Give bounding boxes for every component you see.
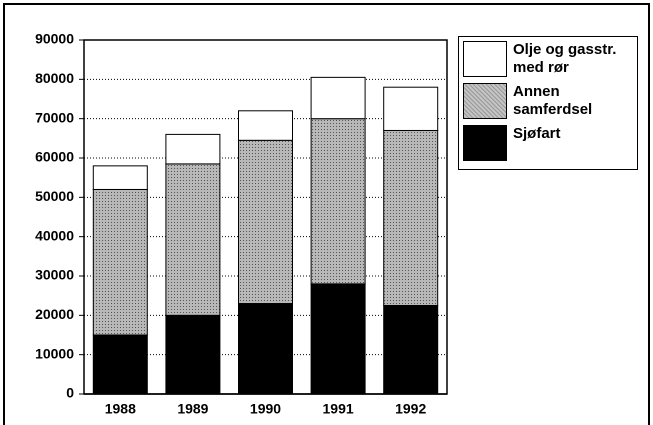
- bar-segment: [238, 139, 293, 305]
- y-tick-label: 60000: [35, 149, 74, 165]
- y-tick-label: 90000: [35, 31, 74, 47]
- bar-segment: [165, 163, 221, 316]
- y-tick-label: 80000: [35, 70, 74, 86]
- legend-swatch: [463, 125, 507, 161]
- y-tick-label: 40000: [35, 227, 74, 243]
- bar-segment: [383, 86, 439, 131]
- x-tick-label: 1990: [250, 401, 281, 417]
- y-tick-label: 70000: [35, 109, 74, 125]
- legend-item: Olje og gasstr. med rør: [463, 41, 633, 77]
- legend: Olje og gasstr. med rør Annen samferdsel S…: [458, 36, 638, 170]
- y-tick-label: 20000: [35, 306, 74, 322]
- bar-segment: [238, 110, 293, 141]
- y-tick-label: 0: [66, 385, 74, 401]
- legend-swatch: [463, 83, 507, 119]
- bar-segment: [165, 314, 221, 395]
- legend-item: Sjøfart: [463, 125, 633, 161]
- bar-segment: [238, 303, 293, 395]
- legend-label: Annen samferdsel: [513, 83, 593, 118]
- bar-segment: [310, 283, 366, 395]
- y-tick-label: 30000: [35, 267, 74, 283]
- bar-segment: [165, 133, 221, 165]
- x-tick-label: 1991: [323, 401, 354, 417]
- y-tick-label: 50000: [35, 188, 74, 204]
- frame: [3, 3, 650, 425]
- bar-segment: [383, 305, 439, 395]
- bar-segment: [92, 165, 148, 190]
- x-tick-label: 1992: [395, 401, 426, 417]
- bar-segment: [92, 334, 148, 395]
- legend-swatch: [463, 41, 507, 77]
- legend-item: Annen samferdsel: [463, 83, 633, 119]
- x-tick-label: 1989: [177, 401, 208, 417]
- legend-label: Sjøfart: [513, 125, 561, 142]
- bar-segment: [310, 118, 366, 285]
- bar-segment: [310, 76, 366, 120]
- x-tick-label: 1988: [105, 401, 136, 417]
- y-tick-label: 10000: [35, 345, 74, 361]
- legend-label: Olje og gasstr. med rør: [513, 41, 617, 76]
- bar-segment: [92, 188, 148, 336]
- bar-segment: [383, 129, 439, 306]
